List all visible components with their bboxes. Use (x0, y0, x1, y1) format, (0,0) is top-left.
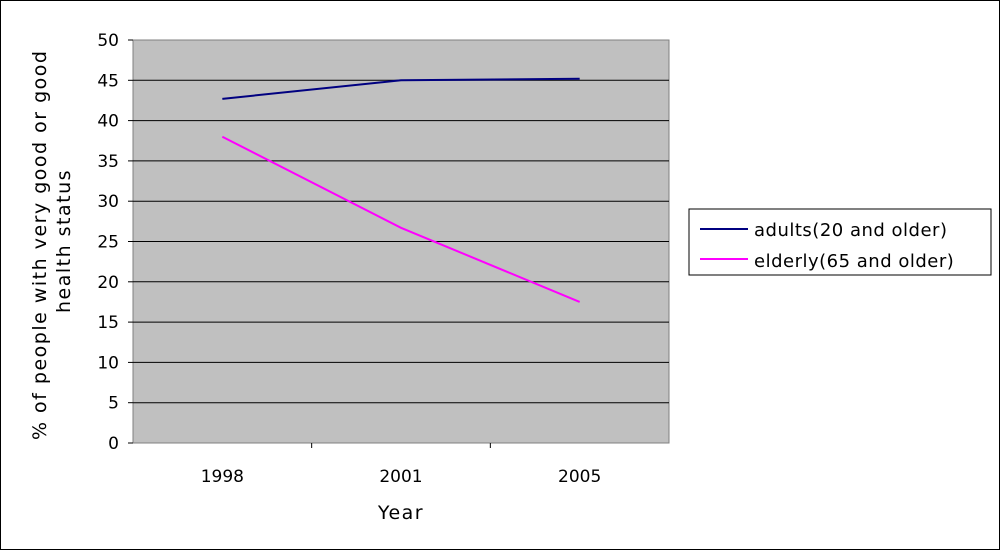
y-tick-label: 0 (108, 434, 119, 454)
y-tick-label: 30 (97, 192, 119, 212)
x-tick-label: 1998 (201, 467, 244, 487)
y-tick-label: 35 (97, 152, 119, 172)
legend: adults(20 and older) elderly(65 and olde… (688, 208, 992, 276)
y-axis-title-line-1: % of people with very good or good (29, 50, 51, 441)
legend-label-elderly: elderly(65 and older) (754, 251, 954, 272)
y-tick-label: 5 (108, 394, 119, 414)
series-line-elderly (221, 135, 581, 303)
y-tick-label: 10 (97, 353, 119, 373)
y-axis-title: % of people with very good or good healt… (29, 42, 75, 440)
legend-box (688, 208, 992, 276)
y-tick-label: 15 (97, 313, 119, 333)
x-axis-ticks: 1998 2001 2005 (201, 443, 601, 487)
y-axis-ticks: 0 5 10 15 20 25 30 35 40 45 50 (97, 31, 133, 454)
y-tick-label: 50 (97, 31, 119, 51)
x-tick-label: 2005 (558, 467, 601, 487)
y-tick-label: 20 (97, 273, 119, 293)
y-tick-label: 25 (97, 233, 119, 253)
x-tick-label: 2001 (379, 467, 422, 487)
y-tick-label: 45 (97, 71, 119, 91)
series-line-adults (222, 77, 580, 100)
y-axis-title-line-2: health status (53, 169, 75, 313)
series-lines (221, 77, 581, 303)
legend-label-adults: adults(20 and older) (754, 220, 947, 241)
y-tick-label: 40 (97, 112, 119, 132)
x-axis-title: Year (377, 502, 424, 524)
